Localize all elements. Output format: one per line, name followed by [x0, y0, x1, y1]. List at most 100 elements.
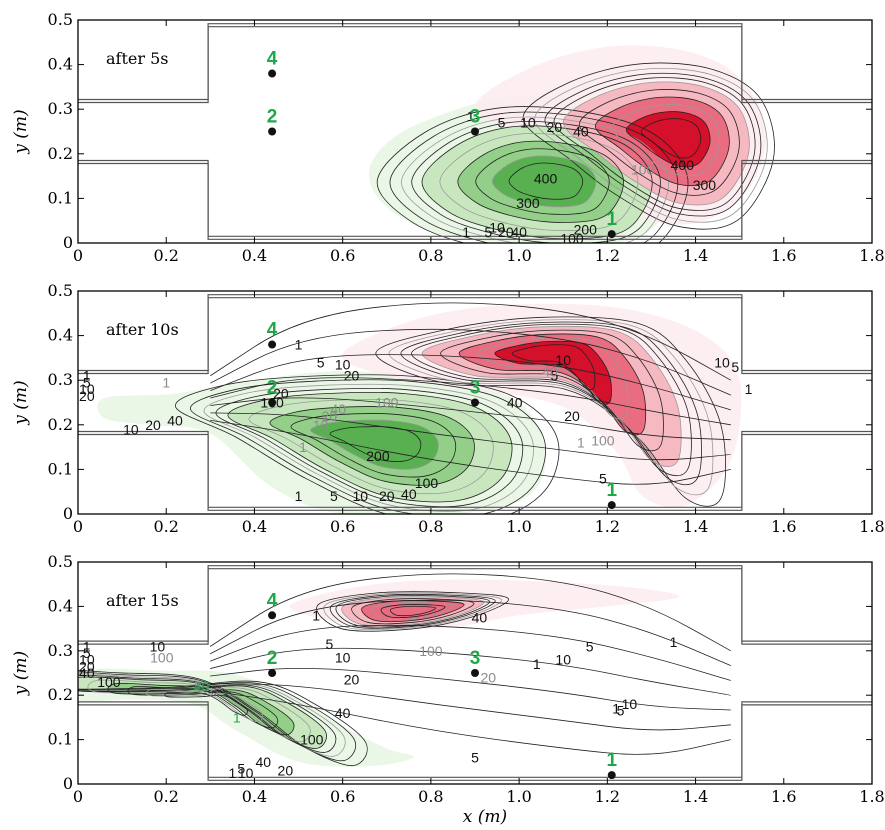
- red-contour-line: [553, 77, 756, 211]
- green-fill-level-3: [310, 420, 439, 470]
- x-tick-label: 0.8: [418, 246, 443, 265]
- flow-contour-line: [209, 599, 731, 666]
- red-contour-line: [351, 598, 475, 625]
- channel-wall: [78, 568, 872, 645]
- contour-label: 300: [693, 177, 717, 193]
- contour-label: 10: [150, 638, 166, 654]
- contour-label: 1: [299, 439, 307, 455]
- contour-label: 20: [547, 119, 563, 135]
- contour-label: 100: [631, 161, 655, 177]
- contour-label: 40: [255, 754, 271, 770]
- contour-label: 20: [194, 678, 210, 694]
- red-contour-line: [477, 337, 629, 420]
- green-contour-line: [329, 426, 422, 462]
- panel-1-contours: [376, 62, 775, 243]
- contour-label: 300: [516, 195, 540, 211]
- contour-label: 40: [79, 665, 95, 681]
- green-contour-line: [227, 391, 513, 503]
- measurement-point-marker: [471, 398, 479, 407]
- contour-label: 40: [507, 395, 523, 411]
- contour-label: 5: [471, 749, 479, 765]
- channel-wall: [78, 433, 872, 511]
- contour-label: 100: [375, 395, 399, 411]
- y-tick-label: 0.1: [48, 730, 73, 749]
- contour-label: 10: [335, 357, 351, 373]
- x-tick-label: 1.2: [595, 246, 620, 265]
- contour-label: 1: [577, 435, 585, 451]
- y-tick-label: 0.5: [48, 281, 73, 300]
- y-tick-label: 0.5: [48, 552, 73, 571]
- x-tick-label: 0.6: [330, 517, 355, 536]
- green-contour-line: [78, 673, 346, 757]
- panel-title: after 5s: [106, 49, 168, 68]
- contour-label: 1: [83, 368, 91, 384]
- x-tick-label: 0.4: [242, 787, 267, 806]
- red-contour-line: [380, 604, 446, 618]
- green-contour-line: [269, 405, 475, 486]
- contour-label: 20: [278, 763, 294, 779]
- green-contour-line: [164, 691, 248, 716]
- channel-wall: [78, 701, 872, 778]
- measurement-point-marker: [268, 69, 277, 78]
- green-contour-line: [78, 674, 337, 753]
- axes-frame: [77, 561, 873, 785]
- green-contour-line: [127, 686, 279, 729]
- contour-lines: [78, 62, 775, 767]
- contour-label: 5: [83, 374, 91, 390]
- green-contour-line: [475, 148, 610, 215]
- y-axis-label: y (m): [11, 109, 31, 154]
- x-tick-label: 1.0: [506, 246, 531, 265]
- contour-label: 10: [622, 696, 638, 712]
- flow-contour-line: [209, 647, 732, 696]
- contour-label: 5: [731, 359, 739, 375]
- axes: 0 0.2 0.4 0.6 0.8 1.0 1.2 1.4 1.6 1.8 0 0.1 0.2 0.3 0.…: [11, 10, 885, 827]
- red-contour-line: [594, 96, 730, 187]
- x-tick-label: 0.2: [153, 246, 178, 265]
- red-contour-line: [544, 72, 762, 217]
- x-tick-label: 0.8: [418, 787, 443, 806]
- panel-title: after 15s: [106, 591, 179, 610]
- contour-label: 1: [83, 638, 91, 654]
- red-contour-line: [371, 602, 455, 620]
- panel-3-axes: 0 0.2 0.4 0.6 0.8 1.0 1.2 1.4 1.6 1.8 0 0.1 0.2 0.3 0.…: [11, 552, 885, 827]
- red-contour-line: [400, 321, 702, 486]
- panel-1-points: 1 2 3 4: [267, 49, 617, 239]
- contour-label: 40: [472, 610, 488, 626]
- measurement-points: 1 2 3 4 1 2 3 4 1 2 3 4: [267, 49, 617, 780]
- measurement-point-label: 3: [470, 378, 481, 399]
- flow-contour-line: [209, 419, 731, 485]
- red-contour-line: [578, 89, 740, 196]
- axes-frame: [77, 19, 873, 244]
- contour-label: 20: [145, 417, 161, 433]
- contour-label: 100: [150, 649, 174, 665]
- x-tick-label: 1.4: [683, 517, 708, 536]
- green-contour-line: [203, 383, 534, 512]
- y-tick-label: 0.3: [48, 99, 73, 118]
- y-tick-label: 0: [63, 774, 73, 793]
- red-contour-line: [323, 592, 502, 631]
- red-contour-line: [375, 316, 726, 507]
- panel-2-walls: [78, 294, 872, 511]
- green-contour-line: [190, 379, 546, 514]
- contour-label: 10: [555, 352, 571, 368]
- contour-label: 20: [79, 658, 95, 674]
- contour-label: 100: [419, 643, 443, 659]
- measurement-point-label: 2: [267, 107, 278, 128]
- contour-label: 5: [326, 636, 334, 652]
- green-fill-level-3: [492, 155, 596, 207]
- green-contour-line: [401, 116, 669, 243]
- x-tick-label: 1.0: [506, 517, 531, 536]
- y-tick-label: 0.1: [48, 459, 73, 478]
- green-contour-line: [107, 682, 295, 736]
- contour-label: 5: [484, 224, 492, 240]
- panel-3-points: 1 2 3 4: [267, 590, 617, 780]
- x-axis-label: x (m): [463, 807, 507, 827]
- measurement-point-marker: [471, 669, 479, 677]
- contour-label: 100: [97, 674, 121, 690]
- contour-label: 10: [123, 421, 139, 437]
- channel-wall: [78, 430, 872, 508]
- panel-2-axes: 0 0.2 0.4 0.6 0.8 1.0 1.2 1.4 1.6 1.8 0 0.1 0.2 0.3 0.…: [11, 281, 885, 536]
